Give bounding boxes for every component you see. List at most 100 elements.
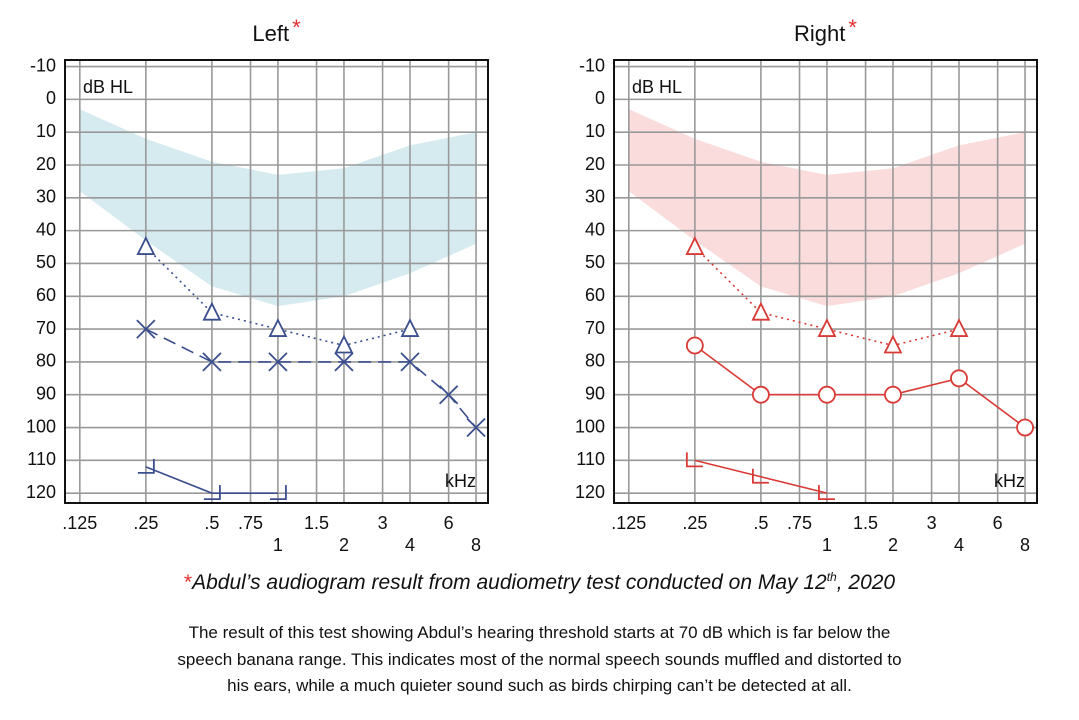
marker-triangle	[751, 301, 771, 321]
y-tick-label: 10	[585, 121, 605, 141]
marker-bracket	[751, 468, 769, 484]
plot-frame	[613, 59, 1038, 504]
y-tick-label: -10	[30, 55, 56, 75]
chart-title: Left *	[252, 15, 301, 46]
marker-circle	[1016, 418, 1034, 437]
x-axis-label: kHz	[445, 471, 476, 491]
x-tick-label: .75	[787, 513, 812, 533]
marker-circle	[751, 385, 770, 404]
series-line	[694, 344, 1026, 429]
marker-triangle	[136, 236, 156, 255]
x-tick-label: 1.5	[304, 513, 329, 533]
y-tick-label: 80	[36, 351, 56, 371]
x-axis-label: kHz	[994, 471, 1025, 491]
caption-sup: th	[826, 570, 837, 584]
y-tick-label: 120	[575, 482, 605, 502]
marker-triangle	[685, 236, 705, 255]
y-tick-label: 120	[26, 482, 56, 502]
caption-end: , 2020	[836, 571, 896, 594]
y-tick-label: 110	[576, 449, 605, 469]
x-tick-label: 1.5	[853, 513, 878, 533]
y-tick-label: 100	[26, 416, 56, 436]
x-tick-label: 1	[822, 535, 832, 555]
y-axis-label: dB HL	[83, 77, 133, 97]
y-tick-label: 110	[27, 449, 56, 469]
marker-cross	[268, 352, 288, 372]
x-tick-label: 8	[1020, 535, 1030, 555]
title-mark: *	[848, 15, 857, 40]
x-tick-label: 3	[927, 513, 937, 533]
marker-bracket	[137, 458, 155, 474]
x-tick-label: 4	[405, 535, 415, 555]
paragraph-line: speech banana range. This indicates most…	[177, 649, 902, 669]
y-tick-label: 20	[585, 154, 605, 174]
audiograms: Left *-100102030405060708090100110120.125…	[26, 15, 1038, 555]
caption: *Abdul’s audiogram result from audiometr…	[0, 570, 1079, 595]
y-tick-label: 10	[36, 121, 56, 141]
marker-cross	[202, 352, 222, 372]
marker-cross	[136, 319, 156, 339]
series-line	[145, 328, 477, 429]
y-tick-label: 40	[36, 219, 56, 239]
y-axis-label: dB HL	[632, 77, 682, 97]
marker-circle	[685, 336, 704, 355]
y-tick-label: 90	[36, 383, 56, 403]
marker-cross	[438, 385, 459, 405]
paragraph: The result of this test showing Abdul’s …	[0, 620, 1079, 700]
marker-bracket	[818, 485, 835, 501]
marker-triangle	[334, 334, 354, 354]
marker-bracket	[269, 485, 287, 501]
x-tick-label: .125	[62, 513, 97, 533]
paragraph-line: The result of this test showing Abdul’s …	[188, 623, 891, 642]
y-tick-label: 100	[575, 416, 605, 436]
x-tick-label: .25	[133, 513, 158, 533]
marker-circle	[884, 385, 902, 404]
y-tick-label: 30	[585, 187, 605, 207]
y-tick-label: 40	[585, 219, 605, 239]
y-tick-label: 70	[36, 318, 56, 338]
marker-triangle	[883, 334, 903, 354]
y-tick-label: -10	[579, 55, 605, 75]
marker-cross	[334, 352, 354, 372]
y-tick-label: 50	[36, 252, 56, 272]
marker-bracket	[203, 485, 221, 501]
x-tick-label: 6	[444, 513, 454, 533]
plot-frame	[64, 59, 489, 504]
paragraph-line: his ears, while a much quieter sound suc…	[227, 676, 852, 695]
x-tick-label: .125	[611, 513, 646, 533]
title-text: Right	[794, 21, 845, 46]
marker-cross	[400, 352, 420, 372]
marker-circle	[818, 385, 836, 404]
x-tick-label: 2	[339, 535, 349, 555]
x-tick-label: .5	[204, 513, 219, 533]
y-tick-label: 0	[595, 88, 605, 108]
y-tick-label: 70	[585, 318, 605, 338]
y-tick-label: 60	[36, 285, 56, 305]
marker-bracket	[685, 452, 703, 468]
x-tick-label: 6	[993, 513, 1003, 533]
y-tick-label: 0	[46, 88, 56, 108]
marker-cross	[466, 417, 486, 438]
y-tick-label: 60	[585, 285, 605, 305]
x-tick-label: 3	[378, 513, 388, 533]
marker-triangle	[817, 318, 837, 337]
y-tick-label: 90	[585, 383, 605, 403]
marker-triangle	[202, 301, 222, 321]
y-tick-label: 80	[585, 351, 605, 371]
x-tick-label: .5	[753, 513, 768, 533]
title-text: Left	[252, 21, 289, 46]
y-tick-label: 30	[36, 187, 56, 207]
marker-triangle	[268, 318, 288, 337]
caption-mark: *	[183, 571, 193, 594]
y-tick-label: 20	[36, 154, 56, 174]
caption-text: Abdul’s audiogram result from audiometry…	[192, 571, 827, 594]
x-tick-label: 8	[471, 535, 481, 555]
series-line	[145, 466, 278, 494]
x-tick-label: 2	[888, 535, 898, 555]
marker-triangle	[400, 318, 420, 337]
x-tick-label: 1	[273, 535, 283, 555]
title-mark: *	[292, 15, 301, 40]
x-tick-label: .25	[682, 513, 707, 533]
y-tick-label: 50	[585, 252, 605, 272]
